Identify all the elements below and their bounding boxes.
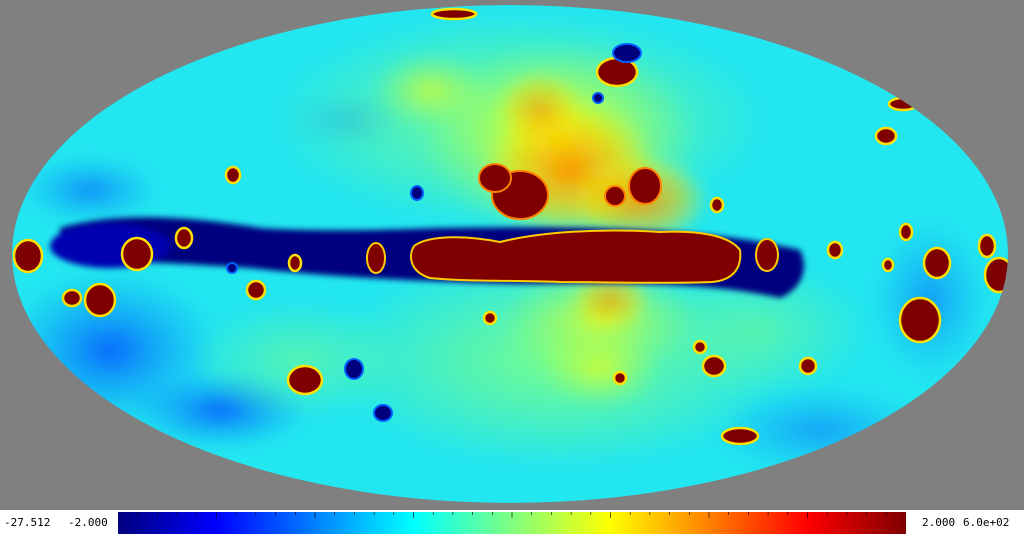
colorbar (118, 512, 906, 534)
colorbar-low-label: -2.000 (68, 516, 108, 529)
colorbar-max-label: 6.0e+02 (963, 516, 1010, 529)
colorbar-min-label: -27.512 (4, 516, 51, 529)
sky-content (12, 5, 1008, 503)
colorbar-ticks (137, 512, 887, 518)
galactic-center-sources (366, 163, 779, 284)
negative-spots (226, 43, 642, 422)
sky-map-mollweide (12, 5, 1008, 503)
point-sources (12, 7, 1008, 446)
colorbar-high-label: 2.000 (922, 516, 956, 529)
